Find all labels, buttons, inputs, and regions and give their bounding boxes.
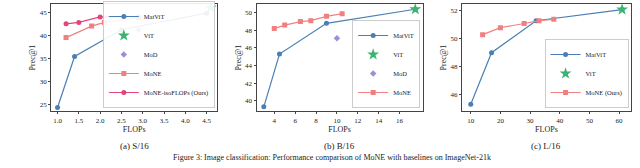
svg-text:4.0: 4.0 [181,117,190,125]
svg-text:20: 20 [497,117,505,125]
svg-text:30: 30 [40,78,48,86]
svg-text:MoD: MoD [393,70,407,77]
svg-text:6: 6 [293,117,297,125]
svg-text:4: 4 [273,117,277,125]
svg-text:45: 45 [40,9,48,17]
svg-text:1.0: 1.0 [53,117,62,125]
svg-text:(a) S/16: (a) S/16 [120,141,149,151]
svg-text:(b) B/16: (b) B/16 [324,141,355,151]
svg-text:Prec@1: Prec@1 [234,45,243,71]
svg-text:48: 48 [245,27,253,35]
svg-text:ViT: ViT [393,51,403,58]
svg-text:12: 12 [354,117,362,125]
svg-text:Prec@1: Prec@1 [439,45,448,71]
svg-text:FLOPs: FLOPs [535,125,558,134]
svg-text:25: 25 [40,101,48,109]
svg-text:FLOPs: FLOPs [123,125,146,134]
svg-text:35: 35 [40,55,48,63]
svg-text:MatViT: MatViT [586,51,607,58]
svg-text:46: 46 [450,91,458,99]
svg-text:3.5: 3.5 [160,117,169,125]
svg-text:8: 8 [314,117,318,125]
svg-text:50: 50 [245,9,253,17]
svg-text:4.5: 4.5 [202,117,211,125]
svg-text:10: 10 [467,117,475,125]
svg-text:MatViT: MatViT [393,32,414,39]
svg-text:ViT: ViT [144,32,154,39]
svg-text:MoNE: MoNE [393,89,411,96]
svg-text:40: 40 [556,117,564,125]
svg-text:60: 60 [616,117,624,125]
svg-text:30: 30 [527,117,535,125]
svg-text:48: 48 [450,63,458,71]
svg-text:Figure 3: Image classification: Figure 3: Image classification: Performa… [173,153,491,162]
svg-text:MoNE: MoNE [144,70,162,77]
svg-text:2.0: 2.0 [96,117,105,125]
svg-text:16: 16 [396,117,404,125]
svg-text:MoD: MoD [144,51,158,58]
svg-text:10: 10 [333,117,341,125]
svg-text:Prec@1: Prec@1 [28,45,37,71]
svg-text:(c) L/16: (c) L/16 [531,141,561,151]
svg-text:42: 42 [245,80,253,88]
svg-text:1.5: 1.5 [74,117,83,125]
svg-text:14: 14 [375,117,383,125]
svg-text:46: 46 [245,44,253,52]
svg-text:FLOPs: FLOPs [328,125,351,134]
svg-text:3.0: 3.0 [138,117,147,125]
svg-text:2.5: 2.5 [117,117,126,125]
svg-text:40: 40 [40,32,48,40]
svg-text:MatViT: MatViT [144,13,165,20]
svg-text:MoNE-isoFLOPs (Ours): MoNE-isoFLOPs (Ours) [144,89,208,97]
svg-text:ViT: ViT [586,70,596,77]
svg-text:50: 50 [586,117,594,125]
svg-text:50: 50 [450,35,458,43]
svg-text:44: 44 [245,62,253,70]
svg-text:52: 52 [450,7,458,15]
svg-text:40: 40 [245,97,253,105]
svg-text:MoNE (Ours): MoNE (Ours) [586,89,622,97]
